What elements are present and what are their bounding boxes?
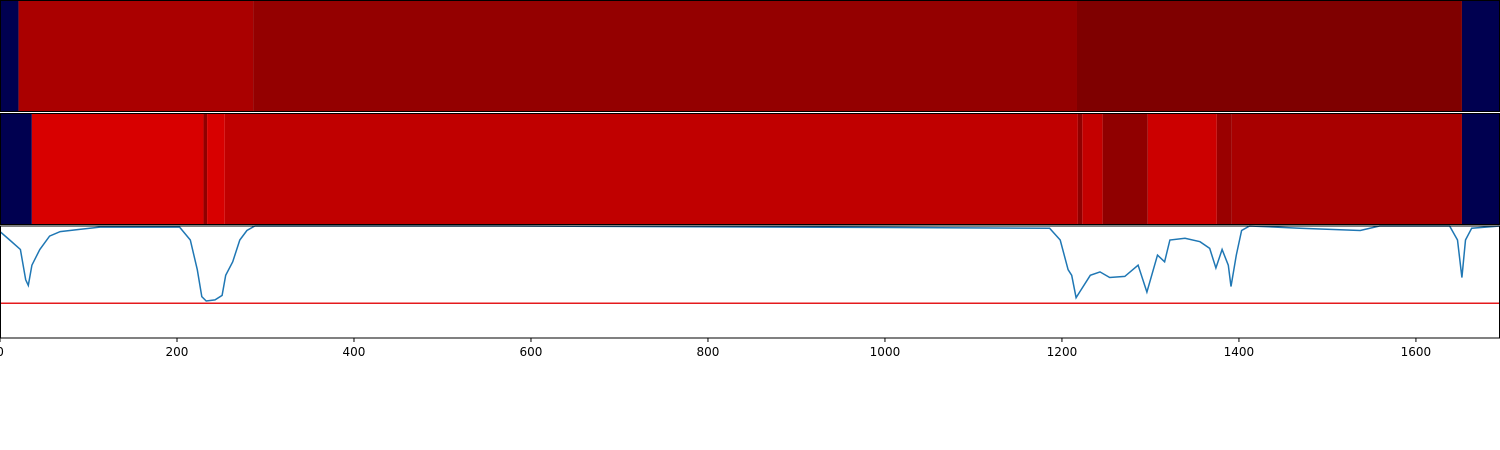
x-tick-label: 400 (343, 345, 366, 359)
x-tick-label: 1600 (1401, 345, 1432, 359)
segment (224, 113, 1078, 225)
segment (207, 113, 225, 225)
segment (0, 113, 32, 225)
segment (0, 0, 19, 112)
segment (1076, 0, 1462, 112)
segment (1216, 113, 1232, 225)
x-tick-label: 1400 (1224, 345, 1255, 359)
x-tick-label: 1000 (870, 345, 901, 359)
segment (31, 113, 204, 225)
x-tick-label: 600 (520, 345, 543, 359)
segment (1077, 113, 1083, 225)
x-tick-label: 0 (0, 345, 4, 359)
x-tick-label: 200 (166, 345, 189, 359)
signal-line (0, 225, 1500, 302)
segment (253, 0, 1077, 112)
segment (1147, 113, 1217, 225)
plot-frame (0, 225, 1500, 339)
segment (1231, 113, 1462, 225)
x-tick-label: 1200 (1047, 345, 1078, 359)
segment (203, 113, 208, 225)
segment (1082, 113, 1103, 225)
segment (1102, 113, 1148, 225)
segment (18, 0, 254, 112)
x-tick-label: 800 (697, 345, 720, 359)
segment (1461, 0, 1500, 112)
segment (1461, 113, 1500, 225)
